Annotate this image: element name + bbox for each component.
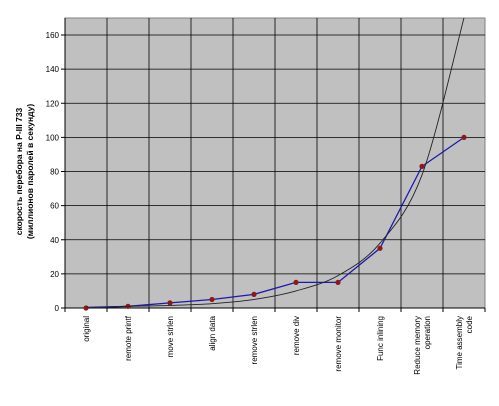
x-tick-label: Reduce memory (413, 316, 422, 375)
y-tick-label: 40 (50, 236, 59, 245)
data-point (83, 305, 89, 311)
x-tick-label: operation (423, 316, 432, 349)
series-line (85, 136, 465, 308)
y-tick-label: 0 (55, 304, 60, 313)
y-axis-label-line: (миллионов паролей в секунду) (25, 104, 35, 239)
x-tick-label: remove div (292, 316, 301, 355)
y-axis-label-line: скорость перебора на P-III 733 (14, 107, 24, 235)
y-tick-label: 20 (50, 270, 59, 279)
data-point (335, 279, 341, 286)
y-tick-label: 100 (46, 133, 60, 142)
data-point (419, 163, 425, 169)
x-tick-label: remove monitor (334, 316, 343, 372)
x-tick-label: align data (208, 315, 217, 350)
data-point (293, 279, 299, 286)
data-point (377, 245, 383, 251)
x-tick-label: Func inlining (376, 316, 385, 361)
x-tick-label: original (82, 316, 91, 342)
x-tick-label: move strlen (166, 316, 175, 357)
y-tick-label: 120 (46, 99, 60, 108)
x-tick-label: remote printf (124, 315, 133, 361)
y-axis-label: скорость перебора на P-III 733 (миллионов… (14, 104, 35, 239)
data-point (461, 134, 467, 140)
y-tick-label: 140 (46, 65, 60, 74)
trend-line (85, 18, 465, 308)
x-tick-label: code (465, 315, 474, 333)
data-point (209, 296, 215, 303)
x-tick-label: Time assembly (455, 316, 464, 370)
y-tick-label: 60 (50, 202, 59, 211)
y-tick-label: 80 (50, 168, 59, 177)
y-tick-label: 160 (46, 31, 60, 40)
x-tick-label: remove strlen (250, 316, 259, 364)
data-point (167, 300, 173, 306)
data-point (251, 291, 257, 297)
